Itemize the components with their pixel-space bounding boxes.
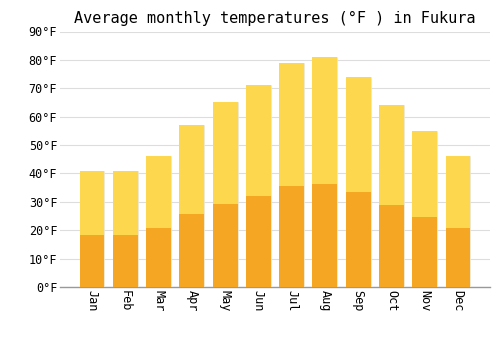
Bar <box>346 77 370 287</box>
Bar <box>146 156 171 287</box>
Bar <box>80 234 104 287</box>
Bar <box>446 156 470 228</box>
Bar <box>412 131 437 287</box>
Bar <box>312 183 338 287</box>
Bar <box>446 228 470 287</box>
Bar <box>113 234 138 287</box>
Bar <box>80 170 104 234</box>
Bar <box>246 85 271 196</box>
Bar <box>246 85 271 287</box>
Bar <box>346 193 370 287</box>
Bar <box>113 170 138 234</box>
Bar <box>379 105 404 205</box>
Bar <box>379 205 404 287</box>
Bar <box>379 105 404 287</box>
Bar <box>412 131 437 217</box>
Bar <box>279 186 304 287</box>
Bar <box>80 170 104 287</box>
Bar <box>212 103 238 204</box>
Bar <box>312 57 338 287</box>
Bar <box>279 63 304 287</box>
Bar <box>113 170 138 287</box>
Bar <box>312 57 338 183</box>
Bar <box>346 77 370 193</box>
Bar <box>180 125 204 287</box>
Bar <box>146 228 171 287</box>
Bar <box>279 63 304 186</box>
Bar <box>180 214 204 287</box>
Title: Average monthly temperatures (°F ) in Fukura: Average monthly temperatures (°F ) in Fu… <box>74 11 476 26</box>
Bar <box>146 156 171 228</box>
Bar <box>412 217 437 287</box>
Bar <box>446 156 470 287</box>
Bar <box>246 196 271 287</box>
Bar <box>212 103 238 287</box>
Bar <box>212 204 238 287</box>
Bar <box>180 125 204 214</box>
